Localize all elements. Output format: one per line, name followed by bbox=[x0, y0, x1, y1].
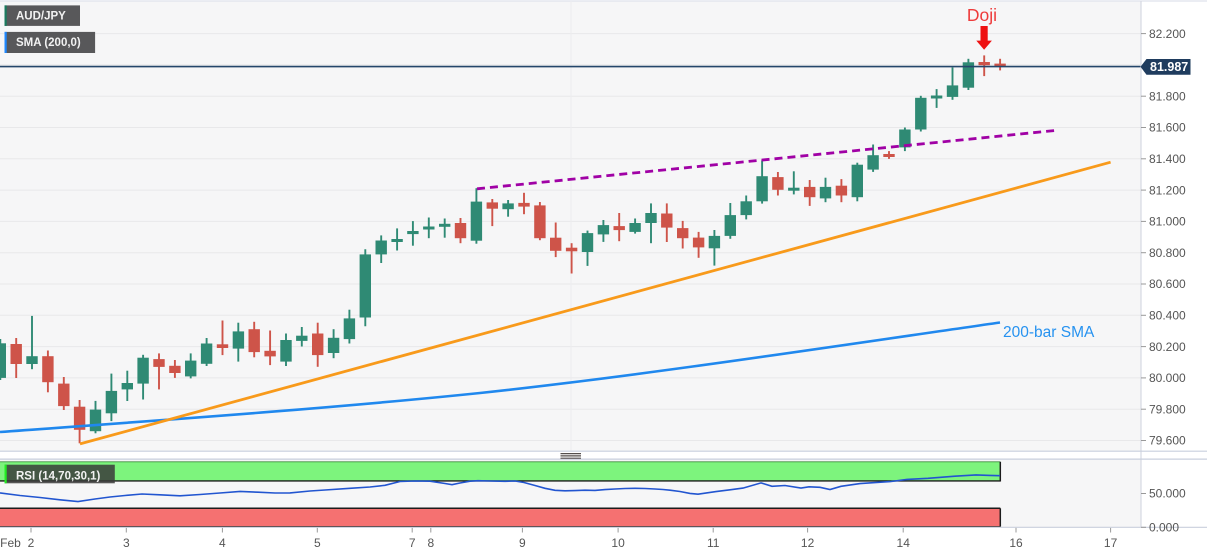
svg-text:200-bar SMA: 200-bar SMA bbox=[1003, 324, 1095, 341]
svg-text:80.200: 80.200 bbox=[1149, 340, 1186, 354]
svg-text:3: 3 bbox=[123, 536, 130, 550]
svg-text:Feb: Feb bbox=[0, 536, 21, 550]
svg-text:80.800: 80.800 bbox=[1149, 246, 1186, 260]
svg-text:17: 17 bbox=[1104, 536, 1118, 550]
svg-text:RSI (14,70,30,1): RSI (14,70,30,1) bbox=[16, 470, 101, 482]
svg-text:81.800: 81.800 bbox=[1149, 89, 1186, 103]
svg-text:79.600: 79.600 bbox=[1149, 434, 1186, 448]
svg-text:14: 14 bbox=[897, 536, 911, 550]
svg-text:Doji: Doji bbox=[967, 5, 997, 25]
svg-text:8: 8 bbox=[427, 536, 434, 550]
svg-text:5: 5 bbox=[314, 536, 321, 550]
svg-text:81.000: 81.000 bbox=[1149, 215, 1186, 229]
svg-text:81.600: 81.600 bbox=[1149, 121, 1186, 135]
svg-text:81.987: 81.987 bbox=[1150, 60, 1188, 74]
svg-text:2: 2 bbox=[28, 536, 35, 550]
svg-text:10: 10 bbox=[611, 536, 625, 550]
svg-text:81.400: 81.400 bbox=[1149, 152, 1186, 166]
svg-text:80.000: 80.000 bbox=[1149, 371, 1186, 385]
svg-text:80.400: 80.400 bbox=[1149, 309, 1186, 323]
svg-text:0.000: 0.000 bbox=[1149, 521, 1179, 535]
svg-text:81.200: 81.200 bbox=[1149, 183, 1186, 197]
svg-text:16: 16 bbox=[1009, 536, 1023, 550]
svg-text:80.600: 80.600 bbox=[1149, 277, 1186, 291]
svg-text:82.200: 82.200 bbox=[1149, 27, 1186, 41]
svg-text:11: 11 bbox=[707, 536, 720, 550]
svg-text:AUD/JPY: AUD/JPY bbox=[16, 11, 66, 23]
svg-text:12: 12 bbox=[801, 536, 815, 550]
svg-text:79.800: 79.800 bbox=[1149, 402, 1186, 416]
svg-text:7: 7 bbox=[409, 536, 416, 550]
svg-text:50.000: 50.000 bbox=[1149, 487, 1186, 501]
svg-text:4: 4 bbox=[219, 536, 226, 550]
svg-text:SMA (200,0): SMA (200,0) bbox=[16, 37, 81, 49]
svg-text:9: 9 bbox=[519, 536, 526, 550]
